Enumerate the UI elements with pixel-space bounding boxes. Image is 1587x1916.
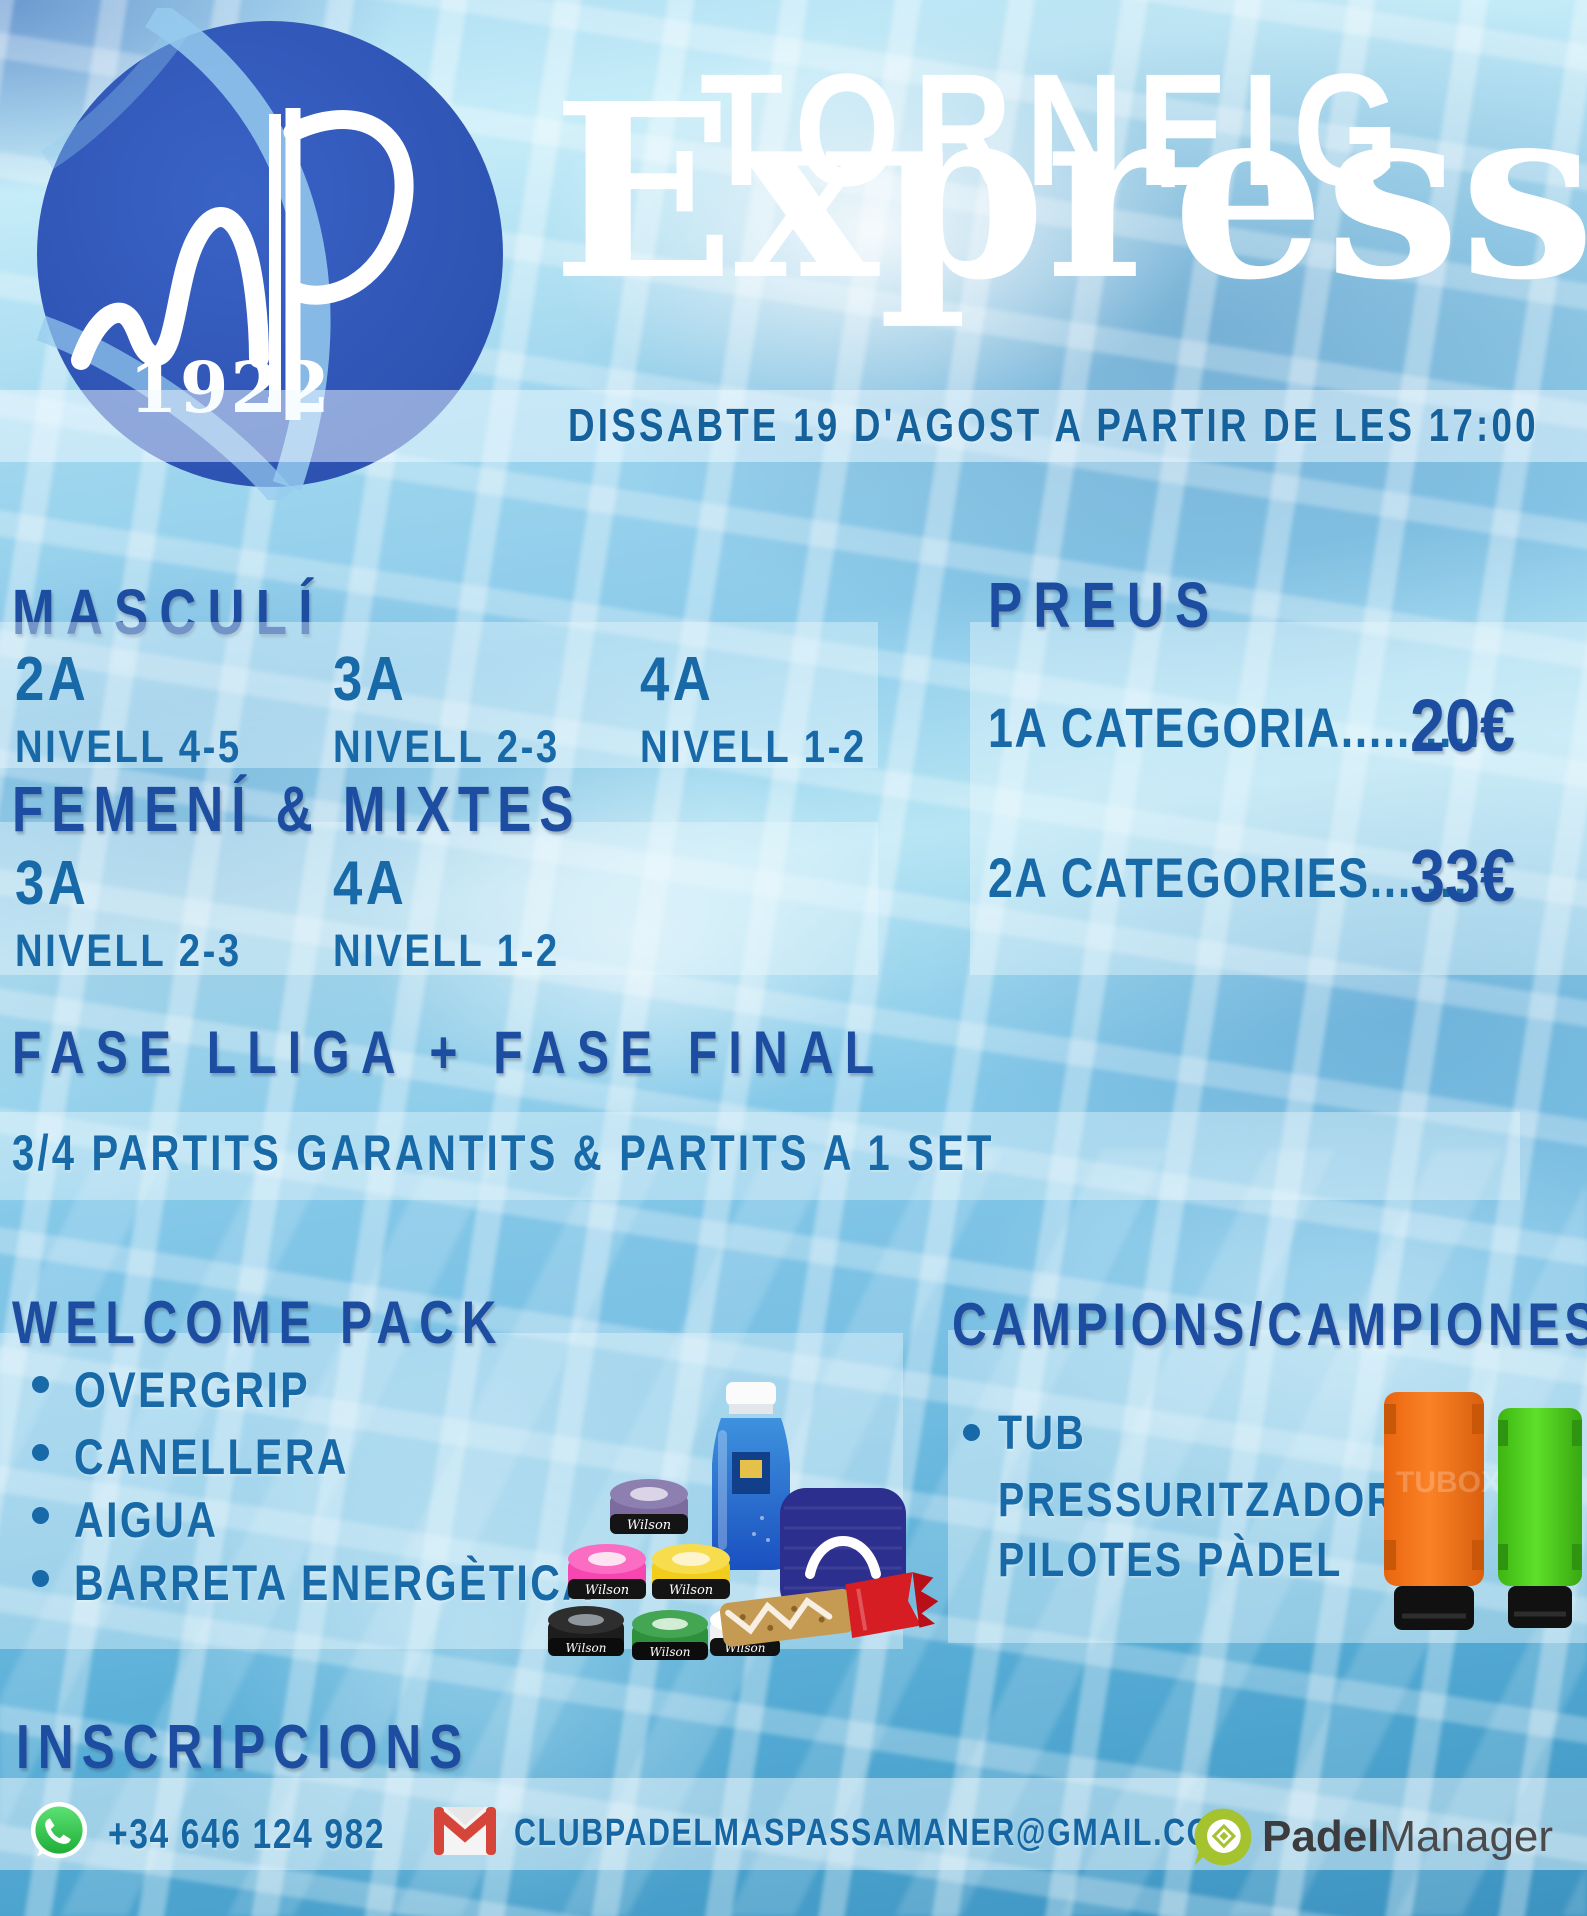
price-row-1: 1A CATEGORIA.......... 20€ bbox=[988, 684, 1533, 768]
welcome-item-overgrip: OVERGRIP bbox=[74, 1362, 311, 1418]
welcome-pack-photo: Wilson Wilson Wilson Wilson bbox=[548, 1382, 939, 1660]
pressurizer-tubes-photo: TUBOX bbox=[1384, 1392, 1582, 1630]
campions-item-line-1: TUB bbox=[998, 1407, 1087, 1460]
preus-panel bbox=[970, 622, 1587, 975]
padelmanager-bold: Padel bbox=[1262, 1812, 1380, 1861]
price-value-1: 20€ bbox=[1409, 684, 1515, 767]
logo-monogram-m bbox=[71, 207, 269, 370]
bullet-icon bbox=[32, 1507, 49, 1524]
contact-band bbox=[0, 1778, 1587, 1870]
padelmanager-light: Manager bbox=[1379, 1812, 1554, 1861]
bullet-icon bbox=[963, 1424, 980, 1441]
svg-text:Wilson: Wilson bbox=[669, 1583, 713, 1598]
price-row-2: 2A CATEGORIES........ 33€ bbox=[988, 834, 1533, 918]
water-bottle bbox=[712, 1382, 790, 1570]
masculi-category-2: 3A NIVELL 2-3 bbox=[333, 645, 560, 772]
logo-monogram-p-bowl bbox=[283, 110, 414, 305]
femeni-category-2: 4A NIVELL 1-2 bbox=[333, 849, 560, 976]
green-tube bbox=[1498, 1408, 1582, 1628]
padelmanager-wordmark: PadelManager bbox=[1262, 1812, 1553, 1862]
club-logo: 1922 bbox=[36, 8, 503, 500]
bullet-icon bbox=[32, 1570, 49, 1587]
welcome-item-barreta: BARRETA ENERGÈTICA bbox=[74, 1555, 595, 1611]
fase-band bbox=[0, 1112, 1520, 1200]
svg-text:Wilson: Wilson bbox=[585, 1583, 629, 1598]
welcome-item-aigua: AIGUA bbox=[74, 1492, 219, 1548]
svg-text:Wilson: Wilson bbox=[627, 1518, 671, 1533]
section-title-masculi: MASCULÍ bbox=[12, 576, 324, 648]
orange-tube: TUBOX bbox=[1384, 1392, 1501, 1630]
gmail-icon bbox=[433, 1807, 497, 1855]
femeni-panel bbox=[0, 822, 878, 975]
section-title-femeni: FEMENÍ & MIXTES bbox=[12, 773, 582, 845]
section-title-preus: PREUS bbox=[988, 569, 1221, 641]
section-title-welcome-pack: WELCOME PACK bbox=[12, 1289, 505, 1356]
whatsapp-icon bbox=[30, 1802, 88, 1859]
poster-title-top: TORNEIG bbox=[700, 40, 1413, 219]
fase-subtitle: 3/4 PARTITS GARANTITS & PARTITS A 1 SET bbox=[12, 1125, 995, 1181]
bullet-icon bbox=[32, 1376, 49, 1393]
masculi-category-3: 4A NIVELL 1-2 bbox=[640, 645, 867, 772]
event-date: DISSABTE 19 D'AGOST A PARTIR DE LES 17:0… bbox=[568, 399, 1539, 451]
padelmanager-icon bbox=[1194, 1808, 1252, 1866]
section-title-campions: CAMPIONS/CAMPIONES bbox=[952, 1291, 1587, 1358]
svg-text:Wilson: Wilson bbox=[566, 1641, 607, 1655]
contact-email: CLUBPADELMASPASSAMANER@GMAIL.COM bbox=[514, 1812, 1239, 1854]
section-title-fase: FASE LLIGA + FASE FINAL bbox=[12, 1019, 886, 1086]
date-band bbox=[0, 390, 1587, 462]
masculi-panel bbox=[0, 622, 878, 768]
svg-text:Wilson: Wilson bbox=[650, 1645, 691, 1659]
bullet-icon bbox=[32, 1444, 49, 1461]
section-title-inscripcions: INSCRIPCIONS bbox=[16, 1713, 471, 1782]
campions-item-line-3: PILOTES PÀDEL bbox=[998, 1534, 1343, 1587]
femeni-category-1: 3A NIVELL 2-3 bbox=[15, 849, 242, 976]
energy-bar bbox=[720, 1572, 939, 1647]
welcome-item-canellera: CANELLERA bbox=[74, 1429, 349, 1485]
contact-phone: +34 646 124 982 bbox=[108, 1810, 386, 1857]
price-value-2: 33€ bbox=[1409, 834, 1515, 917]
svg-text:TUBOX: TUBOX bbox=[1396, 1466, 1501, 1499]
masculi-category-1: 2A NIVELL 4-5 bbox=[15, 645, 242, 772]
poster-title-main: Express bbox=[552, 51, 1587, 333]
campions-item-line-2: PRESSURITZADOR bbox=[998, 1474, 1398, 1527]
